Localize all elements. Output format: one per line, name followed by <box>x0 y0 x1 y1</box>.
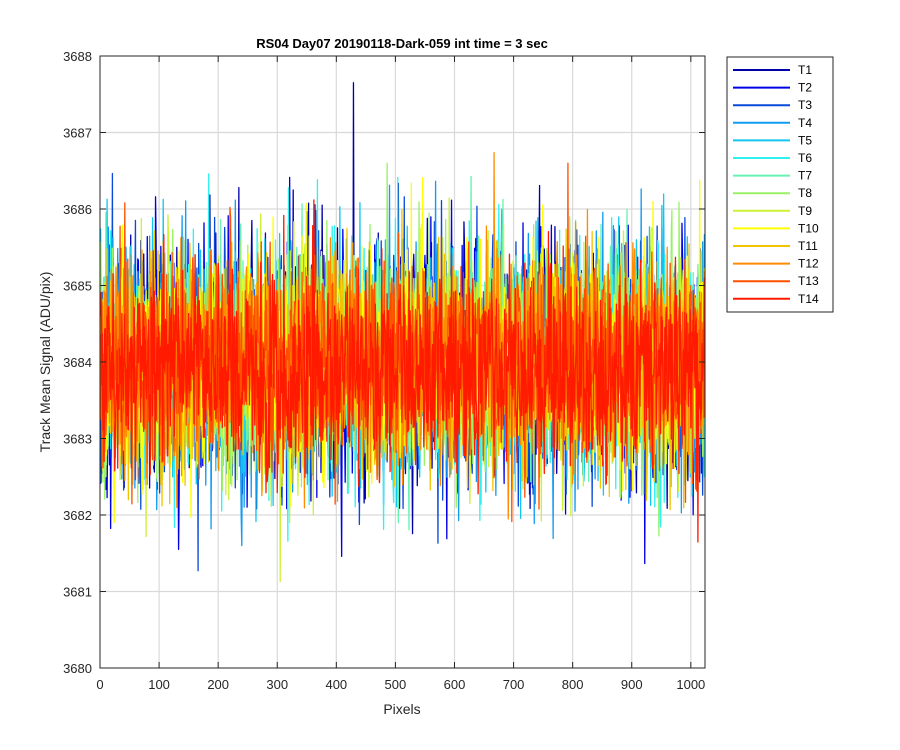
y-tick-label: 3680 <box>63 661 92 676</box>
y-tick-label: 3685 <box>63 279 92 294</box>
x-tick-label: 900 <box>621 677 643 692</box>
legend-label: T14 <box>798 292 819 306</box>
legend-item-t9: T9 <box>733 204 812 218</box>
y-tick-label: 3683 <box>63 432 92 447</box>
legend-label: T9 <box>798 204 812 218</box>
legend-item-t12: T12 <box>733 257 819 271</box>
legend-item-t8: T8 <box>733 186 812 200</box>
legend-item-t7: T7 <box>733 169 812 183</box>
x-tick-label: 400 <box>325 677 347 692</box>
y-tick-label: 3682 <box>63 508 92 523</box>
x-tick-label: 500 <box>385 677 407 692</box>
legend-label: T2 <box>798 81 812 95</box>
legend-label: T4 <box>798 116 812 130</box>
y-tick-label: 3688 <box>63 49 92 64</box>
legend-label: T8 <box>798 186 812 200</box>
legend-label: T12 <box>798 257 819 271</box>
x-tick-label: 200 <box>207 677 229 692</box>
series-lines <box>100 82 705 583</box>
legend-item-t14: T14 <box>733 292 819 306</box>
x-tick-label: 0 <box>96 677 103 692</box>
y-tick-label: 3687 <box>63 126 92 141</box>
legend-label: T10 <box>798 221 819 235</box>
legend-label: T11 <box>798 239 818 253</box>
y-tick-label: 3681 <box>63 585 92 600</box>
x-axis-label: Pixels <box>383 701 420 717</box>
legend-label: T13 <box>798 274 819 288</box>
legend-label: T3 <box>798 98 812 112</box>
chart-title: RS04 Day07 20190118-Dark-059 int time = … <box>256 36 548 51</box>
legend-item-t5: T5 <box>733 133 812 147</box>
legend-label: T1 <box>798 63 812 77</box>
x-tick-label: 800 <box>562 677 584 692</box>
x-tick-label: 600 <box>444 677 466 692</box>
legend-item-t2: T2 <box>733 81 812 95</box>
legend-item-t10: T10 <box>733 221 819 235</box>
x-tick-label: 100 <box>148 677 170 692</box>
legend: T1 T2 T3 T4 T5 T6 T7 T8 T9 T10 T11 T12 T13 T14 <box>726 56 834 313</box>
x-tick-label: 300 <box>266 677 288 692</box>
legend-label: T6 <box>798 151 812 165</box>
axis-ticks: 0 100 200 300 400 500 600 700 800 900 1000 3680 3681… <box>63 49 705 692</box>
x-tick-label: 1000 <box>676 677 705 692</box>
legend-item-t4: T4 <box>733 116 812 130</box>
legend-label: T5 <box>798 133 812 147</box>
series-line-t14 <box>100 199 705 543</box>
legend-item-t3: T3 <box>733 98 812 112</box>
legend-item-t13: T13 <box>733 274 819 288</box>
y-tick-label: 3684 <box>63 355 92 370</box>
x-tick-label: 700 <box>503 677 525 692</box>
legend-item-t11: T11 <box>733 239 818 253</box>
legend-item-t1: T1 <box>733 63 812 77</box>
legend-box <box>726 56 834 313</box>
y-tick-label: 3686 <box>63 202 92 217</box>
legend-item-t6: T6 <box>733 151 812 165</box>
y-axis-label: Track Mean Signal (ADU/pix) <box>37 272 53 453</box>
legend-label: T7 <box>798 169 812 183</box>
